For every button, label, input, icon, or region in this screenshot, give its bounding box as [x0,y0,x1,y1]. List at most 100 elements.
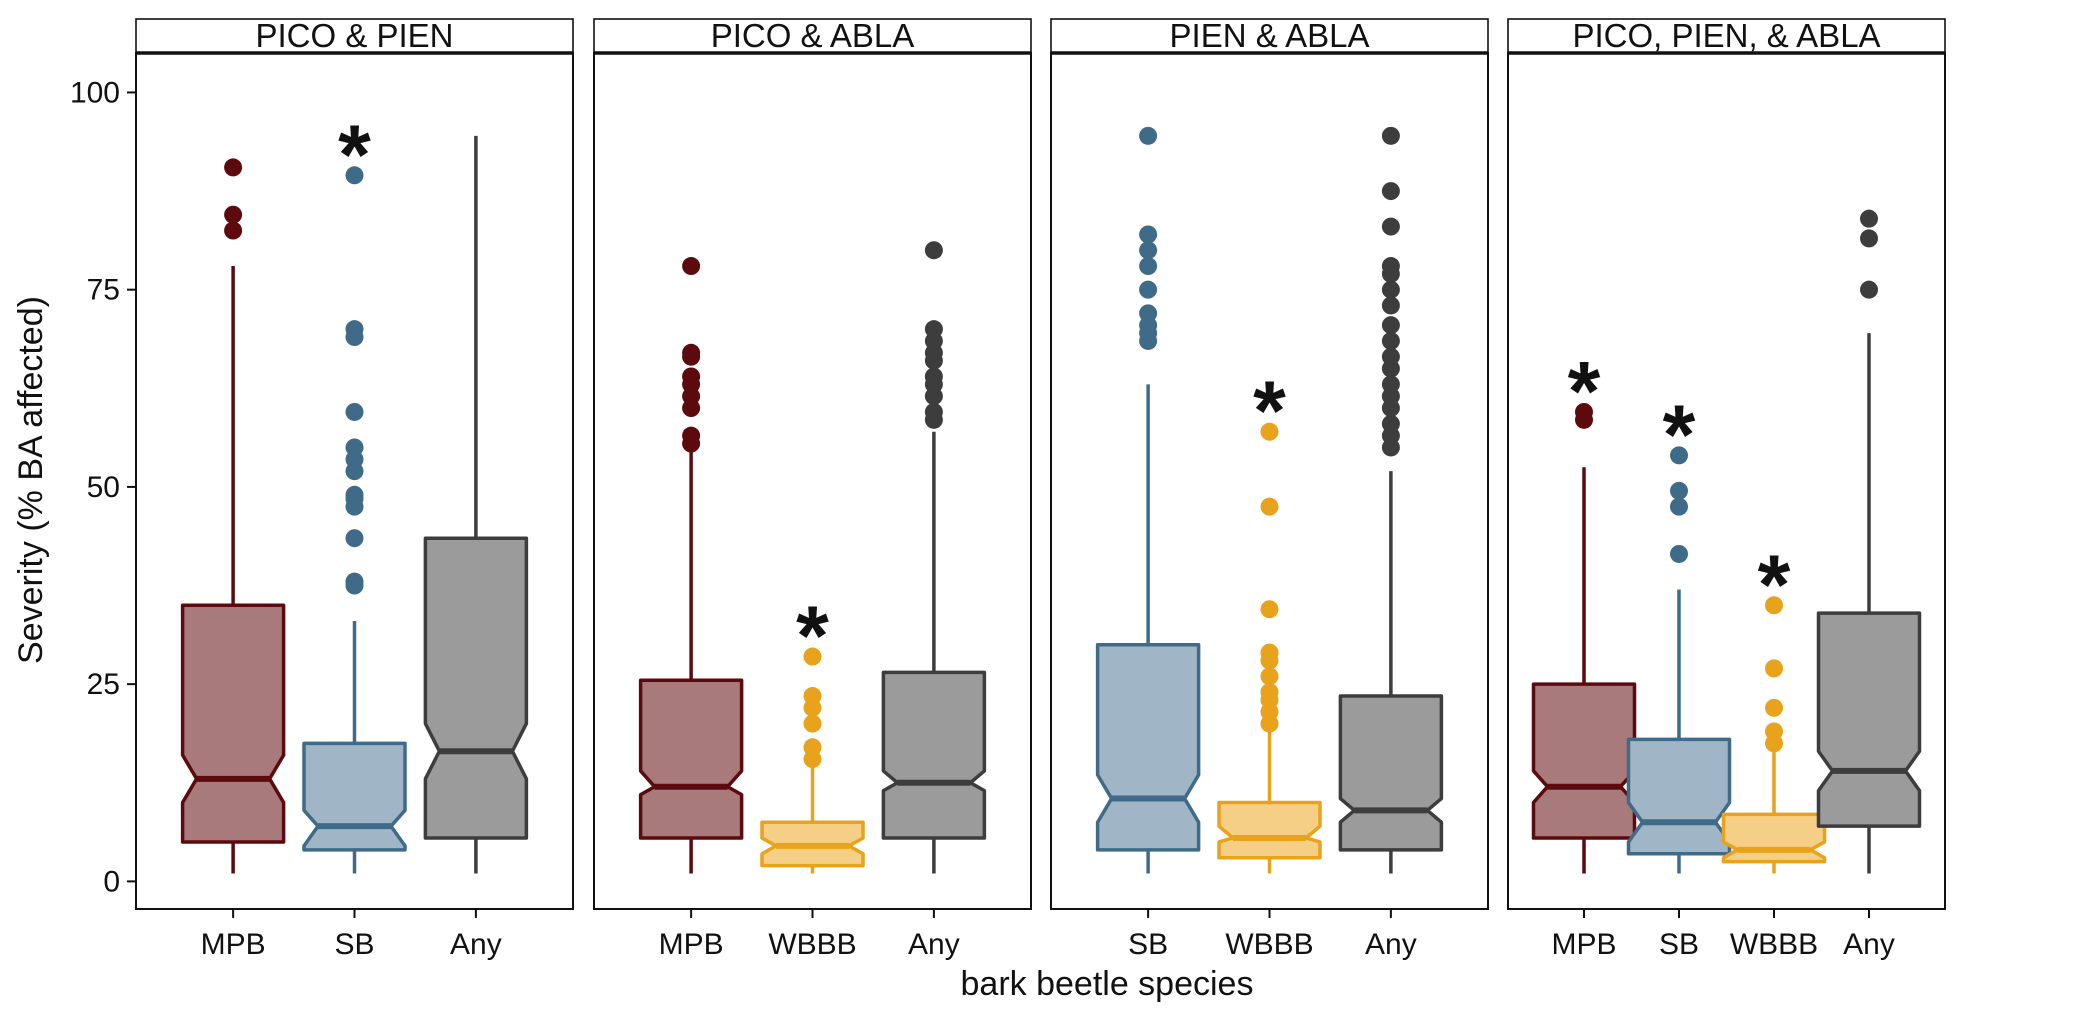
outlier-point [1139,257,1158,276]
x-tick-label: Any [1365,928,1417,961]
facet-panel: PIEN & ABLA SB WBBB Any * [1050,17,1489,961]
facet-strip [1507,18,1946,54]
outlier-point [924,367,943,386]
outlier-point [682,426,701,445]
outlier-point [224,205,243,224]
x-tick-label: WBBB [768,928,856,961]
outlier-point [1381,296,1400,315]
y-tick-label: 100 [70,76,120,109]
outlier-point [345,166,364,185]
x-tick-label: Any [908,928,960,961]
x-tick-label: MPB [201,928,266,961]
y-tick-label: 0 [103,865,120,898]
facet-panels: PICO & PIEN MPB SB Any * PICO & ABLA MPB WBBB An… [135,17,1946,961]
box-body [1816,611,1922,828]
box-any [423,135,529,874]
significance-marker: * [796,589,829,683]
x-axis-title: bark beetle species [961,965,1254,1003]
outlier-point [1670,497,1688,516]
box-body [1338,694,1444,852]
significance-marker: * [1253,364,1286,458]
outlier-point [682,343,701,362]
outlier-point [1860,280,1878,299]
significance-marker: * [1758,537,1791,631]
outlier-point [682,367,701,386]
outlier-point [1765,659,1783,678]
significance-marker: * [1568,344,1601,438]
outlier-point [1381,217,1400,236]
outlier-point [1765,722,1783,741]
outlier-point [1381,331,1400,350]
box-any [1338,126,1444,874]
facet-strip-label: PICO, PIEN, & ABLA [1572,17,1880,54]
x-tick-label: SB [334,928,374,961]
box-sb: * [1626,387,1732,874]
outlier-point [1139,126,1158,145]
outlier-point [345,438,364,457]
outlier-point [1765,596,1783,615]
box-body [423,536,529,840]
outlier-point [224,158,243,177]
outlier-point [1670,446,1688,465]
box-sb [1095,126,1201,874]
outlier-point [1860,209,1878,228]
outlier-point [1575,402,1593,421]
box-body [1095,642,1201,852]
outlier-point [1381,414,1400,433]
x-tick-label: WBBB [1225,928,1313,961]
x-tick-label: Any [1843,928,1895,961]
outlier-point [682,257,701,276]
box-body [1531,682,1637,840]
outlier-point [345,402,364,421]
box-mpb: * [1531,344,1637,874]
x-tick-label: SB [1128,928,1168,961]
facet-strip-label: PICO & ABLA [711,17,915,54]
significance-marker: * [1663,387,1696,481]
box-body [638,678,744,840]
outlier-point [1381,280,1400,299]
outlier-point [1381,126,1400,145]
outlier-point [1765,698,1783,717]
facet-strip [593,18,1032,54]
outlier-point [345,529,364,548]
box-any [1816,209,1922,874]
outlier-point [1381,316,1400,335]
significance-marker: * [338,107,371,201]
box-wbbb: * [1721,537,1827,874]
box-body [180,603,286,844]
outlier-point [1860,229,1878,248]
outlier-point [1139,241,1158,260]
y-axis: 0 25 50 75 100 [70,76,136,898]
panel-border [1507,52,1946,910]
y-tick-label: 25 [87,668,120,701]
outlier-point [803,714,822,733]
outlier-point [924,402,943,421]
box-sb: * [302,107,407,874]
outlier-point [1260,667,1279,686]
facet-panel: PICO & ABLA MPB WBBB Any * [593,17,1032,961]
box-any [881,241,987,874]
outlier-point [924,241,943,260]
outlier-point [1260,643,1279,662]
facet-strip-label: PIEN & ABLA [1170,17,1370,54]
y-tick-label: 50 [87,471,120,504]
box-body [1217,800,1322,860]
facet-strip [135,18,574,54]
box-body [302,741,407,852]
outlier-point [1260,683,1279,702]
outlier-point [1381,182,1400,201]
outlier-point [1670,481,1688,500]
outlier-point [1139,280,1158,299]
box-mpb [180,158,286,874]
outlier-point [924,320,943,339]
box-body [1721,812,1827,864]
outlier-point [345,320,364,339]
outlier-point [1381,257,1400,276]
outlier-point [1381,375,1400,394]
outlier-point [1260,600,1279,619]
box-mpb [638,257,744,874]
outlier-point [803,647,822,666]
outlier-point [1260,497,1279,516]
box-wbbb: * [1217,364,1322,874]
